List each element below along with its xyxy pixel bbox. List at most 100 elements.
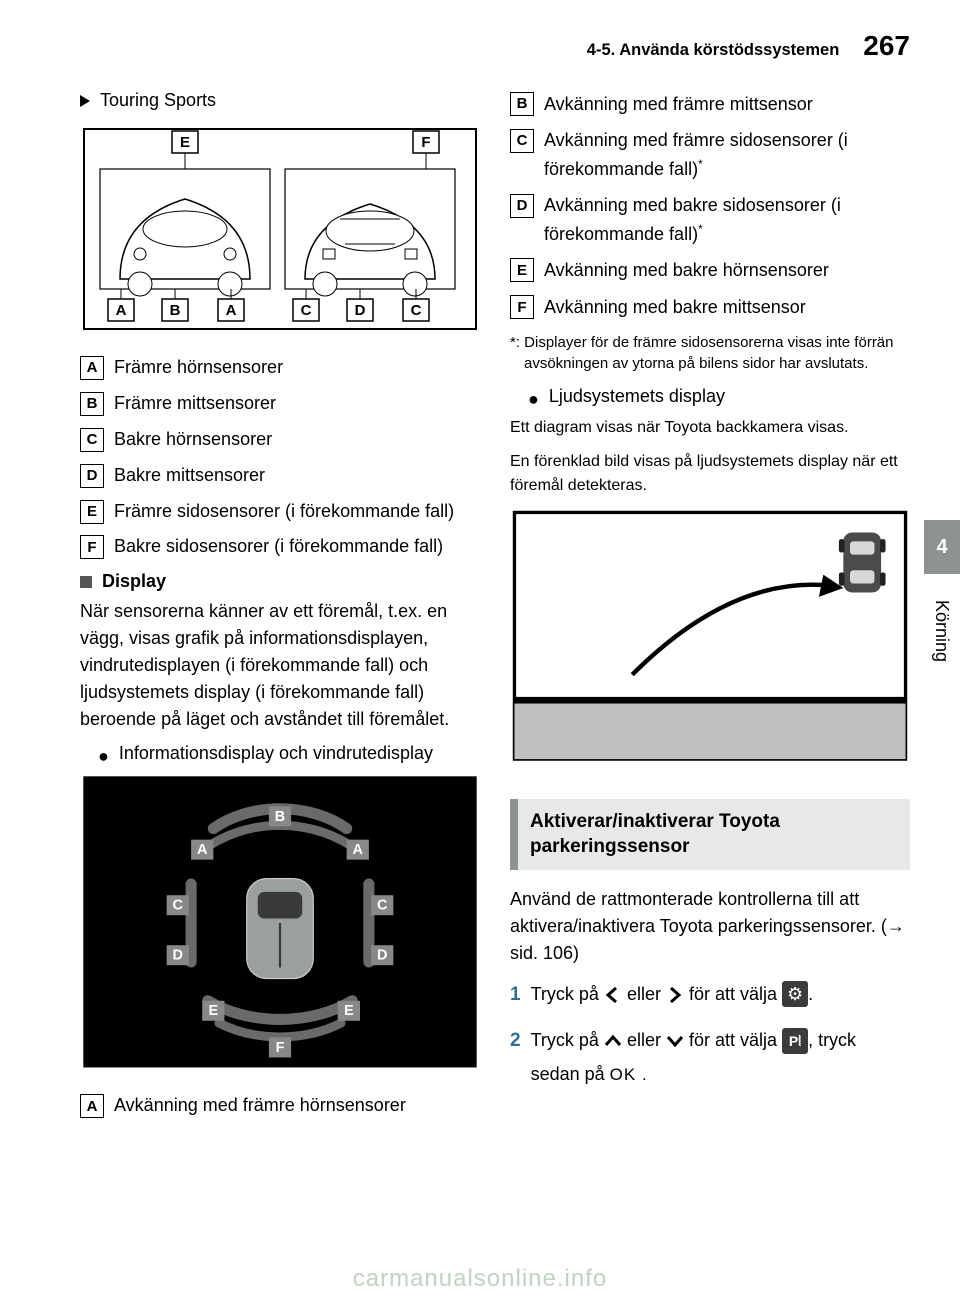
key-letter-icon: A	[80, 1094, 104, 1118]
parking-sensor-icon: P⦚	[782, 1028, 808, 1054]
key-letter-icon: C	[510, 129, 534, 153]
key-letter-icon: E	[80, 500, 104, 524]
manual-page: 4-5. Använda körstödssystemen 267 Tourin…	[0, 0, 960, 1301]
step-item: 1 Tryck på eller för att välja ⚙.	[510, 977, 910, 1013]
page-header: 4-5. Använda körstödssystemen 267	[80, 30, 910, 62]
key-letter-icon: D	[510, 194, 534, 218]
key-label: Avkänning med främre mittsensor	[544, 90, 813, 119]
sensor-location-diagram: E A B A	[80, 125, 480, 335]
svg-text:F: F	[276, 1040, 285, 1056]
gear-icon: ⚙	[782, 981, 808, 1007]
key-letter-icon: A	[80, 356, 104, 380]
bullet-icon: ●	[98, 747, 109, 765]
display-heading: Display	[80, 571, 480, 592]
key-letter-icon: B	[510, 92, 534, 116]
key-letter-icon: D	[80, 464, 104, 488]
step-text: Tryck på eller för att välja ⚙.	[531, 977, 814, 1011]
svg-text:A: A	[116, 302, 127, 319]
camera-view-diagram	[510, 508, 910, 764]
list-item: C Bakre hörnsensorer	[80, 426, 480, 454]
svg-text:E: E	[344, 1004, 354, 1020]
chevron-left-icon	[604, 986, 622, 1004]
chevron-right-icon	[666, 986, 684, 1004]
info-display-text: Informationsdisplay och vindrutedisplay	[119, 743, 433, 764]
list-item: A Avkänning med främre hörnsensorer	[80, 1092, 480, 1120]
step-text: Tryck på eller för att välja P⦚, tryck s…	[531, 1023, 910, 1091]
step-number: 2	[510, 1023, 521, 1059]
key-label: Bakre hörnsensorer	[114, 426, 272, 454]
svg-text:D: D	[173, 948, 183, 964]
svg-text:C: C	[377, 898, 388, 914]
audio-body-2: En förenklad bild visas på ljudsystemets…	[510, 450, 910, 498]
bullet-icon: ●	[528, 390, 539, 408]
step-item: 2 Tryck på eller för att välja P⦚, tryck…	[510, 1023, 910, 1091]
svg-text:A: A	[197, 842, 208, 858]
svg-text:E: E	[180, 134, 190, 151]
triangle-right-icon	[80, 95, 92, 107]
svg-text:B: B	[170, 302, 181, 319]
svg-text:B: B	[275, 809, 285, 825]
key-label: Främre mittsensorer	[114, 390, 276, 418]
svg-text:C: C	[411, 302, 422, 319]
watermark: carmanualsonline.info	[0, 1265, 960, 1293]
sensor-key-list: A Främre hörnsensorer B Främre mittsensore…	[80, 354, 480, 561]
section-body: Använd de rattmonterade kontrollerna til…	[510, 886, 910, 967]
left-column: Touring Sports	[80, 90, 480, 1130]
footnote: *: Displayer för de främre sidosensorern…	[510, 332, 910, 374]
key-label: Avkänning med främre sidosensorer (i för…	[544, 127, 910, 184]
ok-label: OK .	[610, 1065, 648, 1084]
chevron-up-icon	[604, 1034, 622, 1048]
content-columns: Touring Sports	[80, 90, 910, 1130]
display-body: När sensorerna känner av ett föremål, t.…	[80, 598, 480, 733]
key-letter-icon: E	[510, 258, 534, 282]
audio-body-1: Ett diagram visas när Toyota backkamera …	[510, 416, 910, 440]
audio-display-text: Ljudsystemets display	[549, 386, 725, 407]
step-list: 1 Tryck på eller för att välja ⚙. 2 Tryc…	[510, 977, 910, 1092]
svg-text:A: A	[226, 302, 237, 319]
svg-text:D: D	[377, 948, 387, 964]
list-item: B Avkänning med främre mittsensor	[510, 90, 910, 119]
key-label: Bakre mittsensorer	[114, 462, 265, 490]
key-letter-icon: F	[80, 535, 104, 559]
key-label: Främre sidosensorer (i förekommande fall…	[114, 498, 454, 526]
display-key-list: A Avkänning med främre hörnsensorer	[80, 1092, 480, 1120]
key-label: Avkänning med bakre mittsensor	[544, 293, 806, 322]
key-label: Bakre sidosensorer (i förekommande fall)	[114, 533, 443, 561]
chapter-label: Körning	[931, 600, 952, 662]
key-letter-icon: C	[80, 428, 104, 452]
section-title-box: Aktiverar/inaktiverar Toyota parkeringss…	[510, 799, 910, 870]
square-bullet-icon	[80, 576, 92, 588]
key-label: Avkänning med främre hörnsensorer	[114, 1092, 406, 1120]
key-label: Avkänning med bakre hörnsensorer	[544, 256, 829, 285]
chapter-tab: 4	[924, 520, 960, 574]
step-number: 1	[510, 977, 521, 1013]
subheading-text: Touring Sports	[100, 90, 216, 111]
svg-text:E: E	[209, 1004, 219, 1020]
svg-text:C: C	[173, 898, 184, 914]
list-item: A Främre hörnsensorer	[80, 354, 480, 382]
svg-text:D: D	[355, 302, 366, 319]
right-key-list: B Avkänning med främre mittsensor C Avkänn…	[510, 90, 910, 322]
svg-text:A: A	[353, 842, 364, 858]
page-number: 267	[863, 30, 910, 62]
list-item: E Avkänning med bakre hörnsensorer	[510, 256, 910, 285]
list-item: C Avkänning med främre sidosensorer (i fö…	[510, 127, 910, 184]
display-heading-text: Display	[102, 571, 166, 592]
chevron-down-icon	[666, 1034, 684, 1048]
section-header: 4-5. Använda körstödssystemen	[587, 41, 839, 60]
audio-display-bullet: ● Ljudsystemets display	[528, 386, 910, 408]
svg-text:F: F	[421, 134, 430, 151]
list-item: B Främre mittsensorer	[80, 390, 480, 418]
key-label: Främre hörnsensorer	[114, 354, 283, 382]
list-item: DAvkänning med bakre sidosensorer (i för…	[510, 192, 910, 249]
key-letter-icon: B	[80, 392, 104, 416]
list-item: F Avkänning med bakre mittsensor	[510, 293, 910, 322]
list-item: D Bakre mittsensorer	[80, 462, 480, 490]
subheading-touring: Touring Sports	[80, 90, 480, 111]
list-item: F Bakre sidosensorer (i förekommande fall…	[80, 533, 480, 561]
svg-text:C: C	[301, 302, 312, 319]
right-column: B Avkänning med främre mittsensor C Avkänn…	[510, 90, 910, 1130]
sensor-display-diagram: A A B C C D D E E F	[80, 773, 480, 1073]
list-item: E Främre sidosensorer (i förekommande fal…	[80, 498, 480, 526]
key-letter-icon: F	[510, 295, 534, 319]
